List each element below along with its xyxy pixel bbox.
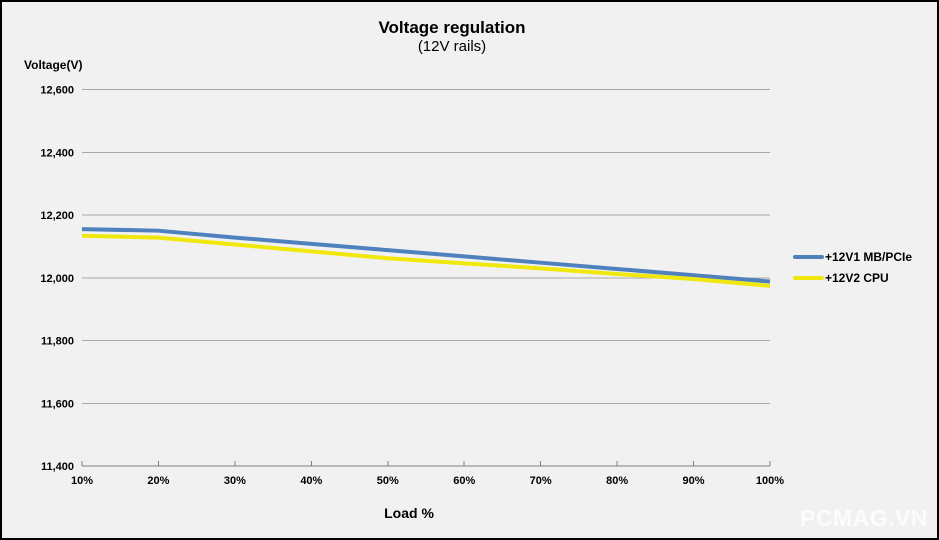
legend-entry-12v1: +12V1 MB/PCIe: [793, 250, 912, 264]
series-line-12v2-cpu: [81, 233, 771, 288]
legend-entry-12v2: +12V2 CPU: [793, 271, 912, 285]
x-axis-title: Load %: [384, 505, 434, 521]
x-tick-label: 40%: [300, 475, 322, 487]
legend: +12V1 MB/PCIe +12V2 CPU: [793, 250, 912, 285]
y-tick-label: 12,400: [40, 147, 74, 159]
x-tick-label: 30%: [224, 475, 246, 487]
chart-title: Voltage regulation: [378, 18, 526, 37]
x-tick-label: 10%: [71, 475, 93, 487]
x-tick-label: 90%: [683, 475, 705, 487]
watermark-pcmag: PCMAG.VN: [800, 505, 928, 531]
x-tick-label: 50%: [377, 475, 399, 487]
x-tick-label: 80%: [606, 475, 628, 487]
x-tick-label: 60%: [453, 475, 475, 487]
y-tick-label: 11,800: [41, 336, 74, 348]
legend-label-12v1: +12V1 MB/PCIe: [825, 250, 913, 264]
y-tick-label: 12,600: [40, 85, 74, 97]
y-tick-label: 11,600: [41, 398, 74, 410]
series-line-12v1-mb-pcie: [81, 227, 771, 284]
chart-subtitle: (12V rails): [417, 37, 487, 55]
legend-line-swatch-12v1: [793, 255, 824, 259]
legend-line-swatch-12v2: [793, 276, 824, 280]
y-tick-label: 11,400: [41, 461, 74, 473]
legend-label-12v2: +12V2 CPU: [825, 271, 889, 285]
title-block: Voltage regulation (12V rails): [2, 18, 902, 56]
y-tick-label: 12,200: [40, 210, 74, 222]
x-tick-label: 20%: [147, 475, 169, 487]
x-tick-label: 100%: [756, 475, 784, 487]
y-axis-title: Voltage(V): [24, 58, 83, 72]
x-tick-label: 70%: [530, 475, 552, 487]
y-tick-label: 12,000: [40, 273, 74, 285]
